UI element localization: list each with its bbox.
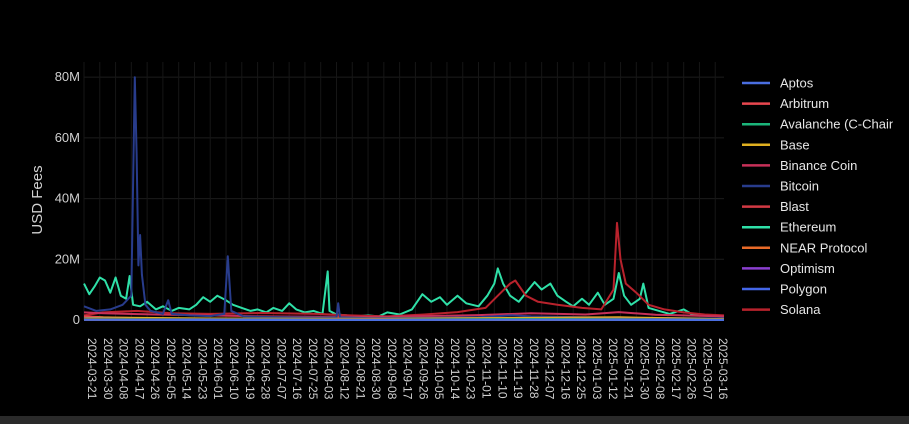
legend-item[interactable]: Aptos (742, 76, 814, 91)
x-tick-label: 2025-01-30 (637, 338, 651, 400)
x-tick-label: 2024-10-14 (448, 338, 462, 400)
x-tick-label: 2024-11-01 (480, 338, 494, 399)
x-tick-label: 2024-10-05 (432, 338, 446, 400)
legend-label: Bitcoin (780, 179, 819, 194)
x-tick-label: 2024-06-10 (227, 338, 241, 400)
y-tick-label: 0 (73, 312, 80, 327)
x-tick-label: 2024-06-28 (259, 338, 273, 400)
legend-item[interactable]: Optimism (742, 261, 835, 276)
x-tick-label: 2024-03-30 (101, 338, 115, 400)
series-line-binance-coin (83, 311, 725, 318)
x-tick-label: 2025-01-12 (606, 338, 620, 400)
x-tick-label: 2025-01-03 (590, 338, 604, 400)
legend-item[interactable]: Blast (742, 199, 809, 214)
x-tick-label: 2024-12-16 (558, 338, 572, 400)
y-axis-label: USD Fees (29, 165, 46, 234)
legend: Aptos Arbitrum Avalanche (C-Chain) Base Bina… (742, 76, 900, 317)
x-tick-label: 2024-12-25 (574, 338, 588, 400)
x-tick-label: 2024-04-26 (148, 338, 162, 400)
legend-label: NEAR Protocol (780, 240, 868, 255)
legend-item[interactable]: Ethereum (742, 220, 836, 235)
y-tick-label: 40M (55, 191, 80, 206)
x-tick-label: 2025-03-16 (716, 338, 730, 400)
x-tick-label: 2024-08-03 (322, 338, 336, 400)
legend-label: Polygon (780, 282, 827, 297)
x-tick-label: 2024-07-25 (306, 338, 320, 400)
x-tick-label: 2025-02-17 (669, 338, 683, 400)
x-tick-label: 2024-09-17 (401, 338, 415, 400)
legend-label: Solana (780, 302, 821, 317)
y-tick-label: 60M (55, 130, 80, 145)
x-tick-label: 2024-03-21 (85, 338, 99, 400)
x-tick-label: 2025-02-26 (685, 338, 699, 400)
x-tick-label: 2024-11-19 (511, 338, 525, 399)
x-tick-label: 2024-10-23 (464, 338, 478, 400)
x-tick-label: 2025-01-21 (622, 338, 636, 400)
legend-item[interactable]: Solana (742, 302, 821, 317)
x-tick-label: 2024-05-05 (164, 338, 178, 400)
x-tick-label: 2025-02-08 (653, 338, 667, 400)
x-tick-label: 2024-07-07 (274, 338, 288, 400)
legend-label: Aptos (780, 76, 814, 91)
y-tick-label: 80M (55, 69, 80, 84)
y-tick-label: 20M (55, 251, 80, 266)
x-tick-label: 2024-08-21 (353, 338, 367, 400)
legend-item[interactable]: Base (742, 137, 810, 152)
x-tick-label: 2024-06-19 (243, 338, 257, 400)
legend-label: Binance Coin (780, 158, 857, 173)
legend-label: Ethereum (780, 220, 836, 235)
legend-item[interactable]: Avalanche (C-Chain) (742, 117, 900, 132)
legend-label: Base (780, 137, 810, 152)
legend-item[interactable]: Binance Coin (742, 158, 857, 173)
series-line-bitcoin (83, 76, 725, 320)
legend-item[interactable]: NEAR Protocol (742, 240, 868, 255)
series-line-ethereum (83, 267, 725, 318)
bottom-scrollbar[interactable] (0, 416, 909, 424)
gridlines (83, 62, 724, 321)
x-tick-label: 2024-11-10 (495, 338, 509, 399)
x-tick-label: 2024-12-07 (543, 338, 557, 400)
y-axis-ticks: 0 20M 40M 60M 80M (55, 69, 80, 327)
x-tick-label: 2024-07-16 (290, 338, 304, 400)
x-tick-label: 2024-11-28 (527, 338, 541, 399)
x-tick-label: 2024-09-08 (385, 338, 399, 400)
x-tick-label: 2024-09-26 (416, 338, 430, 400)
legend-item[interactable]: Arbitrum (742, 96, 829, 111)
x-tick-label: 2024-05-14 (180, 338, 194, 400)
legend-label: Avalanche (C-Chain) (780, 117, 900, 132)
legend-label: Blast (780, 199, 809, 214)
x-tick-label: 2024-06-01 (211, 338, 225, 400)
legend-item[interactable]: Bitcoin (742, 179, 819, 194)
x-tick-label: 2024-08-30 (369, 338, 383, 400)
legend-label: Arbitrum (780, 96, 829, 111)
x-tick-label: 2024-04-17 (132, 338, 146, 400)
x-axis-ticks: 2024-03-21 2024-03-30 2024-04-08 2024-04-17… (85, 338, 730, 400)
x-tick-label: 2024-04-08 (117, 338, 131, 400)
legend-label: Optimism (780, 261, 835, 276)
x-tick-label: 2024-08-12 (337, 338, 351, 400)
x-tick-label: 2025-03-07 (700, 338, 714, 400)
plot-area (83, 76, 725, 321)
series-line-solana (83, 221, 725, 318)
legend-item[interactable]: Polygon (742, 282, 827, 297)
x-tick-label: 2024-05-23 (195, 338, 209, 400)
